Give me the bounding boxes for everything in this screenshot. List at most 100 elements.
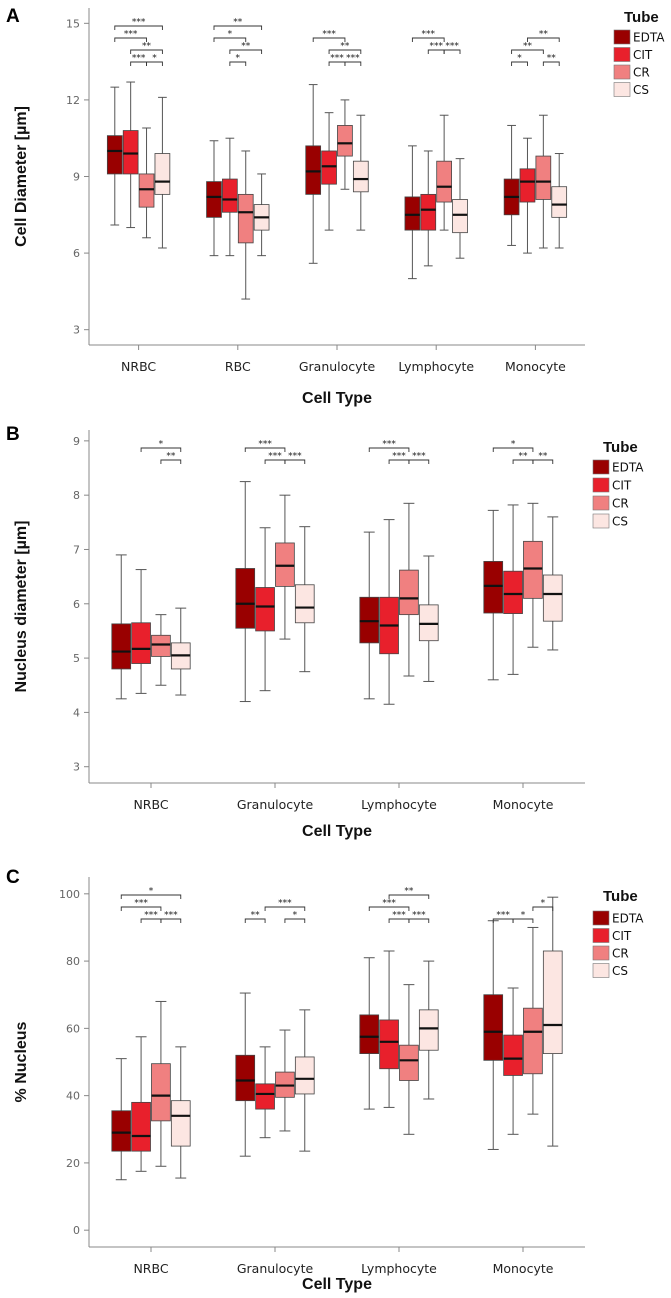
panel-c-box-cs xyxy=(542,896,563,1147)
bracket-line xyxy=(443,49,461,54)
panel-a-significance-bracket: ** xyxy=(511,42,544,54)
panel-c-significance-bracket: * xyxy=(284,911,306,923)
panel-b-box-edta xyxy=(235,481,256,703)
legend-swatch-cr xyxy=(613,64,631,80)
iqr-box xyxy=(542,574,563,622)
bracket-line xyxy=(408,918,430,923)
panel-b-box-cr xyxy=(399,502,419,677)
panel-c-significance-bracket: ** xyxy=(244,911,266,923)
iqr-box xyxy=(483,994,504,1061)
significance-label: * xyxy=(541,899,546,909)
legend-swatch-edta xyxy=(613,29,631,45)
significance-label: * xyxy=(159,440,164,450)
iqr-box xyxy=(483,561,504,614)
significance-label: * xyxy=(521,911,526,921)
bracket-line xyxy=(130,49,163,54)
bracket-line xyxy=(213,25,263,30)
panel-b: B 3 4 5 6 7 8 9 NRBC Granulocyte Lymphocyte Monocyt… xyxy=(6,424,644,840)
legend-swatch-cs xyxy=(592,963,610,978)
bracket-line xyxy=(368,447,410,452)
legend-swatch-cs xyxy=(613,82,631,97)
bracket-line xyxy=(328,49,362,54)
iqr-box xyxy=(235,568,256,629)
panel-c-x-tick-label: NRBC xyxy=(133,1261,168,1276)
panel-a-significance-bracket: * xyxy=(229,54,247,66)
panel-c-x-axis-title: Cell Type xyxy=(302,1276,372,1293)
panel-a-box-cit xyxy=(420,150,437,267)
significance-label: *** xyxy=(124,30,138,40)
legend-label-cs: CS xyxy=(612,964,628,978)
panel-b-y-tick-label: 4 xyxy=(73,706,80,719)
significance-label: ** xyxy=(340,42,350,52)
panel-a-legend: Tube EDTA CIT CR CS xyxy=(613,9,665,97)
panel-b-significance-bracket: * xyxy=(492,440,534,452)
significance-label: *** xyxy=(392,452,406,462)
legend-swatch-edta xyxy=(592,459,610,475)
iqr-box xyxy=(359,1014,380,1054)
panel-c-legend: Tube EDTA CIT CR CS xyxy=(592,888,644,978)
significance-label: *** xyxy=(382,899,396,909)
panel-c-significance-bracket: *** xyxy=(264,899,306,911)
panel-b-significance-bracket: *** xyxy=(244,440,286,452)
panel-c-significance-bracket: * xyxy=(532,899,554,911)
panel-b-box-cs xyxy=(294,526,315,673)
panel-b-x-tick-label: Lymphocyte xyxy=(361,797,437,812)
panel-a-x-tick-label: RBC xyxy=(225,359,251,374)
panel-a-box-cs xyxy=(154,96,171,249)
panel-a-y-tick-label: 12 xyxy=(66,94,80,107)
significance-label: * xyxy=(228,30,233,40)
panel-c-box-edta xyxy=(235,992,256,1157)
legend-label-cit: CIT xyxy=(633,48,653,62)
significance-label: * xyxy=(517,54,522,64)
panel-b-box-cit xyxy=(503,504,523,675)
iqr-box xyxy=(321,150,337,185)
legend-label-cit: CIT xyxy=(612,929,632,943)
legend-swatch-cs xyxy=(592,513,610,529)
significance-label: ** xyxy=(142,42,152,52)
iqr-box xyxy=(452,199,468,234)
panel-b-significance-bracket: * xyxy=(140,440,182,452)
panel-a-box-cs xyxy=(253,173,270,257)
panel-b-significance-bracket: *** xyxy=(408,452,430,464)
panel-a-x-tick-label: Granulocyte xyxy=(299,359,376,374)
panel-c-box-cr xyxy=(275,1029,295,1132)
panel-b-y-tick-label: 7 xyxy=(73,543,80,556)
significance-label: ** xyxy=(547,54,557,64)
bracket-line xyxy=(160,459,182,464)
iqr-box xyxy=(503,1034,523,1076)
panel-a-significance-bracket: *** xyxy=(443,42,461,54)
significance-label: *** xyxy=(412,911,426,921)
panel-a-significance-bracket: ** xyxy=(130,42,163,54)
panel-a-y-tick-label: 15 xyxy=(66,17,80,30)
panel-a-letter: A xyxy=(6,6,20,27)
significance-label: * xyxy=(149,887,154,897)
panel-b-significance-bracket: ** xyxy=(532,452,554,464)
legend-label-edta: EDTA xyxy=(612,912,644,926)
significance-label: *** xyxy=(268,452,282,462)
significance-label: ** xyxy=(404,887,414,897)
panel-c-significance-bracket: * xyxy=(512,911,534,923)
iqr-box xyxy=(399,1044,419,1081)
significance-label: *** xyxy=(412,452,426,462)
panel-a-x-tick-label: NRBC xyxy=(121,359,156,374)
bracket-line xyxy=(512,918,534,923)
panel-b-box-edta xyxy=(111,554,132,700)
iqr-box xyxy=(551,186,568,218)
iqr-box xyxy=(503,570,523,614)
panel-a-significance-bracket: *** xyxy=(312,30,346,42)
panel-c-box-cr xyxy=(151,1000,171,1167)
panel-c-y-tick-label: 40 xyxy=(66,1090,80,1103)
iqr-box xyxy=(523,540,543,599)
significance-label: *** xyxy=(429,42,443,52)
panel-b-significance-bracket: ** xyxy=(160,452,182,464)
bracket-line xyxy=(120,906,162,911)
panel-a-box-edta xyxy=(503,124,520,246)
panel-b-box-cs xyxy=(418,555,439,682)
panel-c: C 0 20 40 60 80 100 NRBC Granulocyte Lymphocyte Mo… xyxy=(6,867,644,1293)
panel-a-box-cit xyxy=(321,112,337,231)
panel-c-box-cs xyxy=(418,960,439,1100)
panel-c-box-cit xyxy=(379,950,399,1108)
panel-a-box-cit xyxy=(519,137,536,254)
panel-b-box-cr xyxy=(151,614,171,686)
panel-a-box-cs xyxy=(352,114,369,231)
